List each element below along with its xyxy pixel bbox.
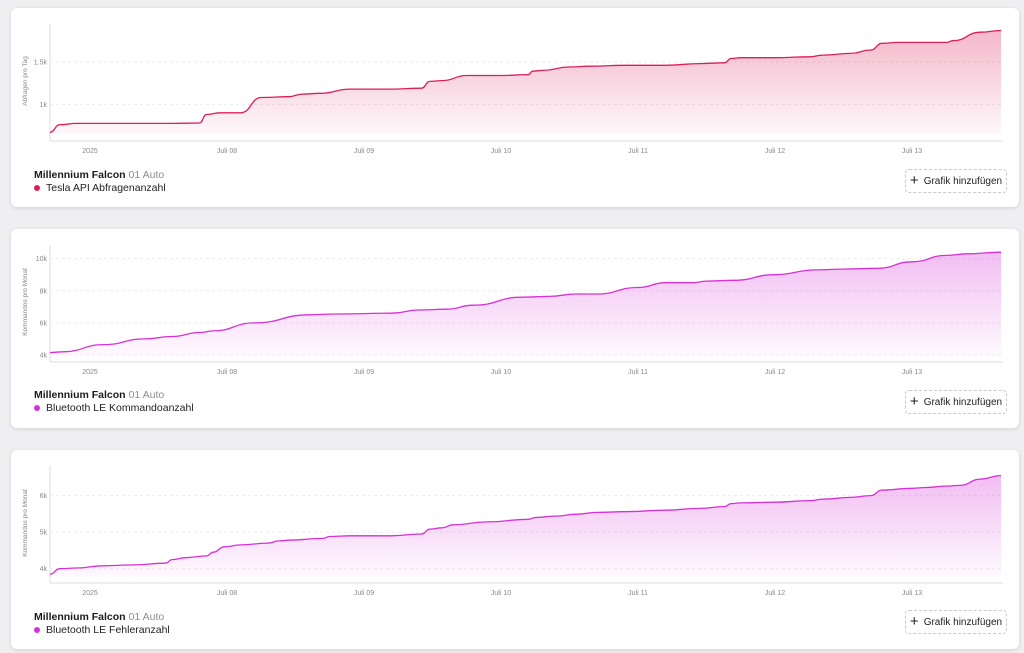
y-axis-label: Kommandos pro Monat <box>22 489 29 557</box>
chart-3: 4k 5k 6k Kommandos pro Monat 2025 Juli 08 Juli… <box>22 466 1003 597</box>
chart-legend-1: Millennium Falcon 01 Auto Tesla API Abfra… <box>34 169 166 194</box>
chart-1: 1k 1.5k Abfragen pro Tag 2025 Juli 08 Juli 09… <box>22 24 1003 155</box>
car-name: Millennium Falcon <box>34 169 126 181</box>
plus-icon: + <box>909 613 919 630</box>
x-tick-label: Juli 09 <box>354 369 374 376</box>
x-tick-label: Juli 12 <box>765 369 785 376</box>
x-tick-label: Juli 11 <box>628 148 648 155</box>
x-tick-label: Juli 09 <box>354 148 374 155</box>
x-tick-label: 2025 <box>82 590 98 597</box>
series-label: Bluetooth LE Fehleranzahl <box>46 624 170 636</box>
series-line <box>49 251 1002 354</box>
plus-icon: + <box>909 172 919 189</box>
x-tick-label: Juli 08 <box>217 369 237 376</box>
vehicle-label: 01 Auto <box>128 169 165 181</box>
series-label: Tesla API Abfragenanzahl <box>46 182 166 194</box>
x-tick-label: Juli 11 <box>628 369 648 376</box>
car-name: Millennium Falcon <box>34 611 126 623</box>
x-tick-label: Juli 12 <box>765 590 785 597</box>
y-tick-label: 8k <box>40 288 48 295</box>
x-tick-label: Juli 13 <box>902 590 922 597</box>
y-tick-label: 1k <box>40 102 48 109</box>
x-tick-label: Juli 08 <box>217 148 237 155</box>
x-tick-label: Juli 08 <box>217 590 237 597</box>
series-label: Bluetooth LE Kommandoanzahl <box>46 402 194 414</box>
add-chart-button-label: Grafik hinzufügen <box>923 616 1003 628</box>
add-chart-button[interactable]: + Grafik hinzufügen <box>905 390 1007 414</box>
x-tick-label: Juli 10 <box>491 369 511 376</box>
series-area <box>50 30 1002 134</box>
x-tick-label: 2025 <box>82 148 98 155</box>
y-tick-label: 5k <box>40 530 48 537</box>
x-tick-label: Juli 10 <box>491 148 511 155</box>
chart-2: 4k 6k 8k 10k Kommandos pro Monat 2025 Juli 08 J… <box>22 245 1003 376</box>
chart-legend-2: Millennium Falcon 01 Auto Bluetooth LE Ko… <box>34 389 194 414</box>
x-tick-label: Juli 12 <box>765 148 785 155</box>
add-chart-button-label: Grafik hinzufügen <box>923 175 1003 187</box>
x-tick-label: Juli 10 <box>491 590 511 597</box>
chart-card-2: 4k 6k 8k 10k Kommandos pro Monat 2025 Juli 08 J… <box>11 229 1019 428</box>
add-chart-button[interactable]: + Grafik hinzufügen <box>905 169 1007 193</box>
y-axis-label: Kommandos pro Monat <box>22 268 29 336</box>
series-color-dot <box>34 627 40 633</box>
x-tick-label: 2025 <box>82 369 98 376</box>
x-tick-label: Juli 09 <box>354 590 374 597</box>
chart-card-3: 4k 5k 6k Kommandos pro Monat 2025 Juli 08 Juli… <box>11 450 1019 649</box>
x-tick-label: Juli 13 <box>902 148 922 155</box>
chart-legend-3: Millennium Falcon 01 Auto Bluetooth LE Fe… <box>34 611 170 636</box>
plus-icon: + <box>909 393 919 410</box>
vehicle-label: 01 Auto <box>128 389 165 401</box>
y-tick-label: 6k <box>40 320 48 327</box>
series-area <box>50 252 1002 355</box>
vehicle-label: 01 Auto <box>128 611 165 623</box>
series-color-dot <box>34 185 40 191</box>
series-area <box>50 475 1002 576</box>
y-tick-label: 6k <box>40 493 48 500</box>
series-color-dot <box>34 405 40 411</box>
y-tick-label: 4k <box>40 353 48 360</box>
chart-card-1: 1k 1.5k Abfragen pro Tag 2025 Juli 08 Juli 09… <box>11 8 1019 207</box>
x-tick-label: Juli 11 <box>628 590 648 597</box>
y-tick-label: 10k <box>36 256 48 263</box>
add-chart-button[interactable]: + Grafik hinzufügen <box>905 610 1007 634</box>
y-axis-label: Abfragen pro Tag <box>22 56 29 106</box>
series-line <box>49 474 1002 575</box>
x-tick-label: Juli 13 <box>902 369 922 376</box>
car-name: Millennium Falcon <box>34 389 126 401</box>
series-line <box>49 29 1002 133</box>
add-chart-button-label: Grafik hinzufügen <box>923 396 1003 408</box>
y-tick-label: 1.5k <box>34 59 48 66</box>
y-tick-label: 4k <box>40 566 48 573</box>
